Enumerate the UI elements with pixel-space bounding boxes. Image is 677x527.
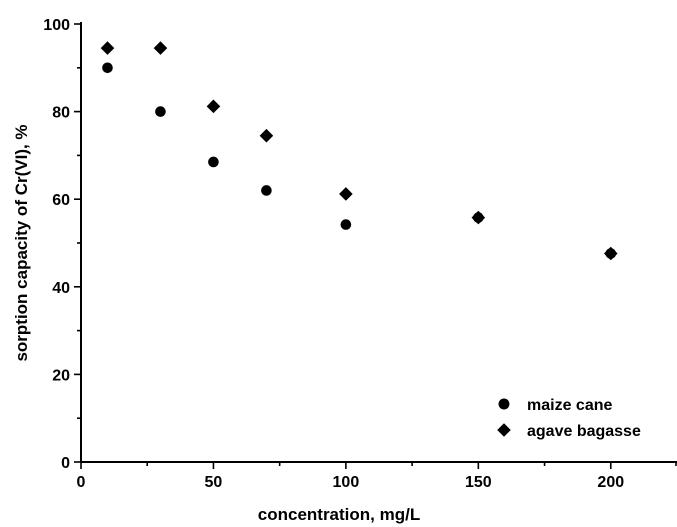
x-tick-label: 50: [205, 474, 223, 491]
legend: maize cane agave bagasse: [497, 397, 641, 440]
maize-cane-point: [261, 185, 272, 196]
maize-cane-point: [155, 106, 166, 117]
maize-cane-point: [340, 219, 352, 230]
agave-bagasse-point: [339, 187, 353, 201]
axes: 0 50 100 150 200 0 20 40 60 80 100: [43, 17, 677, 491]
y-tick-label: 60: [52, 192, 70, 209]
agave-bagasse-point: [259, 128, 274, 143]
maize-cane-point: [102, 62, 113, 74]
y-tick-label: 100: [43, 17, 70, 34]
legend-item-maize-cane: maize cane: [498, 397, 612, 414]
y-tick-label: 40: [52, 280, 70, 297]
agave-bagasse-point: [603, 246, 618, 261]
agave-bagasse-point: [153, 41, 168, 55]
x-tick-label: 0: [77, 474, 86, 491]
data-marks: [100, 41, 618, 261]
x-tick-label: 150: [465, 474, 492, 491]
agave-bagasse-point: [100, 41, 115, 55]
y-tick-label: 0: [61, 455, 70, 472]
x-tick-label: 100: [333, 474, 360, 491]
legend-label-maize-cane: maize cane: [527, 397, 612, 414]
y-tick-label: 20: [52, 367, 70, 384]
legend-label-agave-bagasse: agave bagasse: [527, 423, 641, 440]
x-tick-label: 200: [597, 474, 624, 491]
maize-cane-point: [208, 156, 219, 168]
legend-marker-diamond: [497, 423, 511, 437]
y-tick-label: 80: [52, 105, 70, 122]
x-axis-label: concentration, mg/L: [258, 505, 420, 524]
y-axis-label: sorption capacity of Cr(VI), %: [12, 124, 31, 361]
agave-bagasse-point: [471, 210, 486, 225]
agave-bagasse-point: [206, 99, 221, 114]
legend-marker-circle: [498, 398, 510, 410]
legend-item-agave-bagasse: agave bagasse: [497, 423, 641, 440]
